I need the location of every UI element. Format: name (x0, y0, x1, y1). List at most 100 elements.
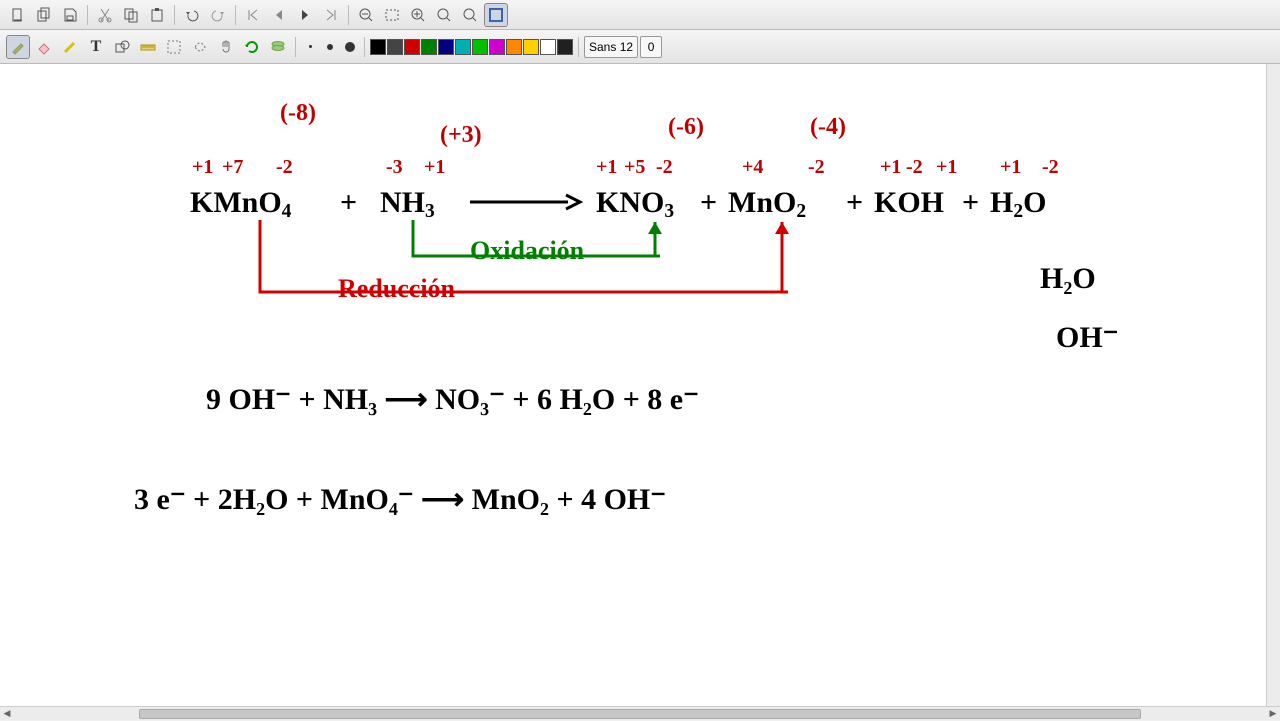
zoom-fit-icon[interactable] (380, 3, 404, 27)
color-palette (370, 39, 573, 55)
oxidation-state: -2 (656, 156, 673, 179)
color-swatch-1[interactable] (387, 39, 403, 55)
zoom-in-icon[interactable] (406, 3, 430, 27)
whiteboard-canvas[interactable]: (-8)(+3)(-6)(-4) +1+7-2-3+1+1+5-2+4-2+1-… (0, 64, 1280, 720)
color-swatch-5[interactable] (455, 39, 471, 55)
color-swatch-3[interactable] (421, 39, 437, 55)
color-swatch-11[interactable] (557, 39, 573, 55)
text-tool-icon[interactable]: T (84, 35, 108, 59)
redo-icon[interactable] (206, 3, 230, 27)
equation-term: KMnO4 (190, 186, 291, 223)
equation-term: KOH (874, 186, 944, 220)
color-swatch-8[interactable] (506, 39, 522, 55)
first-page-icon[interactable] (241, 3, 265, 27)
brush-size-large[interactable] (341, 35, 359, 59)
duplicate-icon[interactable] (32, 3, 56, 27)
color-swatch-0[interactable] (370, 39, 386, 55)
label-oxidacion: Oxidación (470, 236, 584, 266)
half-reaction: 3 e⁻ + 2H₂O + MnO₄⁻ ⟶ MnO₂ + 4 OH⁻ (134, 482, 666, 517)
separator (87, 5, 88, 25)
separator (295, 37, 296, 57)
scroll-right-icon[interactable]: ▶ (1266, 707, 1280, 721)
oxidation-state: -2 (276, 156, 293, 179)
select-rect-icon[interactable] (162, 35, 186, 59)
last-page-icon[interactable] (319, 3, 343, 27)
oxidation-total: (+3) (440, 122, 482, 149)
refresh-icon[interactable] (240, 35, 264, 59)
oxidation-state: +1 (1000, 156, 1021, 179)
zoom-width-icon[interactable] (432, 3, 456, 27)
color-swatch-7[interactable] (489, 39, 505, 55)
oxidation-state: +1 (936, 156, 957, 179)
font-size: 12 (620, 40, 633, 54)
separator (235, 5, 236, 25)
highlighter-tool-icon[interactable] (58, 35, 82, 59)
save-icon[interactable] (58, 3, 82, 27)
copy-icon[interactable] (119, 3, 143, 27)
oxidation-state: +7 (222, 156, 243, 179)
scroll-thumb[interactable] (139, 709, 1141, 719)
font-name: Sans (589, 40, 616, 54)
color-swatch-6[interactable] (472, 39, 488, 55)
equation-term: MnO2 (728, 186, 806, 223)
toolbar-primary (0, 0, 1280, 30)
equation-term: + (700, 186, 717, 220)
font-selector[interactable]: Sans 12 (584, 36, 638, 58)
color-swatch-10[interactable] (540, 39, 556, 55)
oxidation-total: (-4) (810, 114, 846, 141)
equation-term: + (340, 186, 357, 220)
vertical-scrollbar[interactable] (1266, 64, 1280, 706)
hand-tool-icon[interactable] (214, 35, 238, 59)
oxidation-state: -2 (906, 156, 923, 179)
oxidation-state: -3 (386, 156, 403, 179)
zoom-out-icon[interactable] (354, 3, 378, 27)
separator (578, 37, 579, 57)
fullscreen-icon[interactable] (484, 3, 508, 27)
label-reduccion: Reducción (338, 274, 455, 304)
oxidation-state: -2 (1042, 156, 1059, 179)
brush-size-medium[interactable] (321, 35, 339, 59)
scroll-left-icon[interactable]: ◀ (0, 707, 14, 721)
font-extra[interactable]: 0 (640, 36, 662, 58)
equation-term: H2O (990, 186, 1046, 223)
separator (348, 5, 349, 25)
new-page-icon[interactable] (6, 3, 30, 27)
color-swatch-9[interactable] (523, 39, 539, 55)
side-note: H₂O (1040, 262, 1096, 296)
next-page-icon[interactable] (293, 3, 317, 27)
oxidation-total: (-6) (668, 114, 704, 141)
scroll-track[interactable] (14, 707, 1266, 721)
equation-term: NH3 (380, 186, 435, 223)
color-swatch-4[interactable] (438, 39, 454, 55)
layers-icon[interactable] (266, 35, 290, 59)
zoom-reset-icon[interactable] (458, 3, 482, 27)
color-swatch-2[interactable] (404, 39, 420, 55)
brush-size-small[interactable] (301, 35, 319, 59)
toolbar-tools: T Sans 12 0 (0, 30, 1280, 64)
separator (174, 5, 175, 25)
shape-tool-icon[interactable] (110, 35, 134, 59)
pen-tool-icon[interactable] (6, 35, 30, 59)
equation-term: + (846, 186, 863, 220)
oxidation-state: +5 (624, 156, 645, 179)
equation-term: + (962, 186, 979, 220)
paste-icon[interactable] (145, 3, 169, 27)
side-note: OH⁻ (1056, 320, 1119, 355)
select-region-icon[interactable] (188, 35, 212, 59)
undo-icon[interactable] (180, 3, 204, 27)
eraser-tool-icon[interactable] (32, 35, 56, 59)
prev-page-icon[interactable] (267, 3, 291, 27)
equation-term: KNO3 (596, 186, 674, 223)
oxidation-state: +1 (192, 156, 213, 179)
ruler-tool-icon[interactable] (136, 35, 160, 59)
oxidation-state: -2 (808, 156, 825, 179)
oxidation-total: (-8) (280, 100, 316, 127)
oxidation-state: +1 (424, 156, 445, 179)
half-reaction: 9 OH⁻ + NH₃ ⟶ NO₃⁻ + 6 H₂O + 8 e⁻ (206, 382, 699, 417)
separator (364, 37, 365, 57)
oxidation-state: +1 (880, 156, 901, 179)
oxidation-state: +4 (742, 156, 763, 179)
cut-icon[interactable] (93, 3, 117, 27)
horizontal-scrollbar[interactable]: ◀ ▶ (0, 706, 1280, 720)
oxidation-state: +1 (596, 156, 617, 179)
